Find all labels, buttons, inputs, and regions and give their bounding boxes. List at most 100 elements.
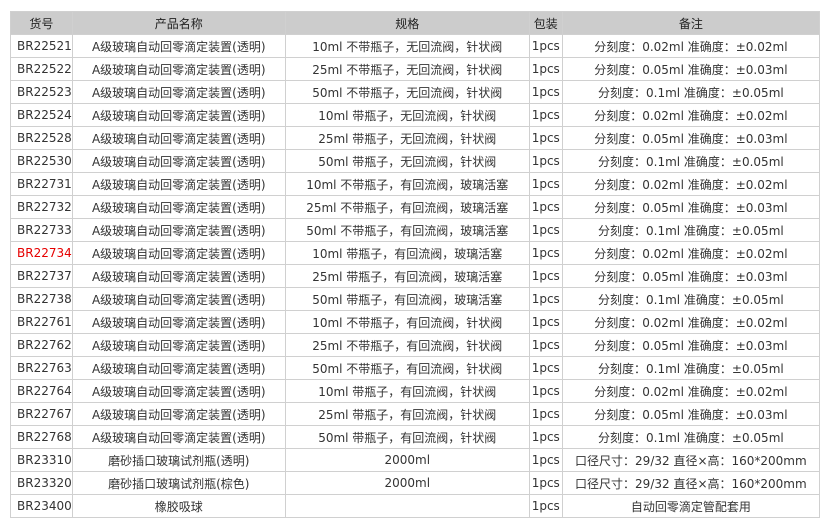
cell-spec: 10ml 带瓶子，有回流阀，针状阀 [284, 379, 530, 403]
table-row: BR22731 A级玻璃自动回零滴定装置(透明) 10ml 不带瓶子，有回流阀，玻璃… [10, 172, 821, 196]
table-row: BR22733 A级玻璃自动回零滴定装置(透明) 50ml 不带瓶子，有回流阀，玻璃… [10, 218, 821, 242]
cell-name: A级玻璃自动回零滴定装置(透明) [71, 333, 286, 357]
cell-id: BR22737 [10, 264, 73, 288]
cell-id: BR22521 [10, 34, 73, 58]
cell-note: 分刻度：0.05ml 准确度：±0.03ml [561, 195, 821, 219]
table-row: BR22737 A级玻璃自动回零滴定装置(透明) 25ml 带瓶子，有回流阀，玻璃活… [10, 264, 821, 288]
cell-spec: 25ml 不带瓶子，有回流阀，针状阀 [284, 333, 530, 357]
table-row: BR23320 磨砂插口玻璃试剂瓶(棕色) 2000ml 1pcs 口径尺寸：29/32… [10, 471, 821, 495]
cell-name: A级玻璃自动回零滴定装置(透明) [71, 149, 286, 173]
cell-spec: 10ml 带瓶子，无回流阀，针状阀 [284, 103, 530, 127]
cell-note: 分刻度：0.1ml 准确度：±0.05ml [561, 218, 821, 242]
cell-name: A级玻璃自动回零滴定装置(透明) [71, 34, 286, 58]
cell-name: A级玻璃自动回零滴定装置(透明) [71, 356, 286, 380]
cell-id: BR22731 [10, 172, 73, 196]
cell-name: A级玻璃自动回零滴定装置(透明) [71, 126, 286, 150]
table-row: BR22761 A级玻璃自动回零滴定装置(透明) 10ml 不带瓶子，有回流阀，针状… [10, 310, 821, 334]
cell-note: 分刻度：0.02ml 准确度：±0.02ml [561, 103, 821, 127]
cell-note: 口径尺寸：29/32 直径×高：160*200mm [561, 471, 821, 495]
cell-name: A级玻璃自动回零滴定装置(透明) [71, 195, 286, 219]
header-pack: 包装 [528, 11, 563, 35]
cell-note: 分刻度：0.05ml 准确度：±0.03ml [561, 126, 821, 150]
cell-id: BR22732 [10, 195, 73, 219]
table-row: BR22521 A级玻璃自动回零滴定装置(透明) 10ml 不带瓶子，无回流阀，针状… [10, 34, 821, 58]
cell-name: A级玻璃自动回零滴定装置(透明) [71, 103, 286, 127]
cell-pack: 1pcs [528, 126, 563, 150]
table-row: BR22734 A级玻璃自动回零滴定装置(透明) 10ml 带瓶子，有回流阀，玻璃活… [10, 241, 821, 265]
cell-id: BR22734 [10, 241, 73, 265]
table-row: BR22768 A级玻璃自动回零滴定装置(透明) 50ml 带瓶子，有回流阀，针状阀… [10, 425, 821, 449]
cell-id: BR22530 [10, 149, 73, 173]
cell-spec: 50ml 不带瓶子，有回流阀，针状阀 [284, 356, 530, 380]
cell-name: A级玻璃自动回零滴定装置(透明) [71, 241, 286, 265]
cell-id: BR22738 [10, 287, 73, 311]
cell-note: 分刻度：0.02ml 准确度：±0.02ml [561, 34, 821, 58]
cell-spec: 25ml 带瓶子，有回流阀，针状阀 [284, 402, 530, 426]
cell-spec: 2000ml [284, 448, 530, 472]
cell-pack: 1pcs [528, 57, 563, 81]
table-row: BR22762 A级玻璃自动回零滴定装置(透明) 25ml 不带瓶子，有回流阀，针状… [10, 333, 821, 357]
cell-note: 分刻度：0.1ml 准确度：±0.05ml [561, 356, 821, 380]
cell-name: 磨砂插口玻璃试剂瓶(透明) [71, 448, 286, 472]
cell-pack: 1pcs [528, 195, 563, 219]
cell-spec: 2000ml [284, 471, 530, 495]
cell-spec: 10ml 带瓶子，有回流阀，玻璃活塞 [284, 241, 530, 265]
cell-spec: 50ml 带瓶子，有回流阀，玻璃活塞 [284, 287, 530, 311]
table-row: BR22523 A级玻璃自动回零滴定装置(透明) 50ml 不带瓶子，无回流阀，针状… [10, 80, 821, 104]
table-row: BR23400 橡胶吸球 1pcs 自动回零滴定管配套用 [10, 494, 821, 518]
cell-id: BR22768 [10, 425, 73, 449]
cell-spec: 50ml 带瓶子，无回流阀，针状阀 [284, 149, 530, 173]
cell-id: BR22767 [10, 402, 73, 426]
cell-note: 分刻度：0.1ml 准确度：±0.05ml [561, 80, 821, 104]
cell-name: A级玻璃自动回零滴定装置(透明) [71, 379, 286, 403]
cell-pack: 1pcs [528, 448, 563, 472]
cell-pack: 1pcs [528, 310, 563, 334]
cell-name: A级玻璃自动回零滴定装置(透明) [71, 310, 286, 334]
cell-note: 分刻度：0.02ml 准确度：±0.02ml [561, 241, 821, 265]
cell-name: A级玻璃自动回零滴定装置(透明) [71, 402, 286, 426]
header-name: 产品名称 [71, 11, 286, 35]
cell-pack: 1pcs [528, 264, 563, 288]
cell-id: BR23320 [10, 471, 73, 495]
cell-pack: 1pcs [528, 494, 563, 518]
cell-name: A级玻璃自动回零滴定装置(透明) [71, 425, 286, 449]
cell-spec: 50ml 不带瓶子，有回流阀，玻璃活塞 [284, 218, 530, 242]
cell-id: BR22733 [10, 218, 73, 242]
table-row: BR22528 A级玻璃自动回零滴定装置(透明) 25ml 带瓶子，无回流阀，针状阀… [10, 126, 821, 150]
cell-pack: 1pcs [528, 149, 563, 173]
cell-note: 分刻度：0.1ml 准确度：±0.05ml [561, 149, 821, 173]
cell-name: A级玻璃自动回零滴定装置(透明) [71, 264, 286, 288]
cell-pack: 1pcs [528, 80, 563, 104]
cell-pack: 1pcs [528, 287, 563, 311]
cell-spec: 25ml 带瓶子，有回流阀，玻璃活塞 [284, 264, 530, 288]
cell-name: A级玻璃自动回零滴定装置(透明) [71, 287, 286, 311]
table-header: 货号 产品名称 规格 包装 备注 [10, 11, 821, 35]
table-row: BR22764 A级玻璃自动回零滴定装置(透明) 10ml 带瓶子，有回流阀，针状阀… [10, 379, 821, 403]
table-row: BR22522 A级玻璃自动回零滴定装置(透明) 25ml 不带瓶子，无回流阀，针状… [10, 57, 821, 81]
cell-note: 分刻度：0.02ml 准确度：±0.02ml [561, 379, 821, 403]
table-row: BR22530 A级玻璃自动回零滴定装置(透明) 50ml 带瓶子，无回流阀，针状阀… [10, 149, 821, 173]
cell-pack: 1pcs [528, 471, 563, 495]
table-row: BR22767 A级玻璃自动回零滴定装置(透明) 25ml 带瓶子，有回流阀，针状阀… [10, 402, 821, 426]
cell-name: A级玻璃自动回零滴定装置(透明) [71, 172, 286, 196]
cell-note: 分刻度：0.02ml 准确度：±0.02ml [561, 310, 821, 334]
cell-pack: 1pcs [528, 34, 563, 58]
cell-id: BR22522 [10, 57, 73, 81]
cell-name: A级玻璃自动回零滴定装置(透明) [71, 218, 286, 242]
header-spec: 规格 [284, 11, 530, 35]
cell-note: 分刻度：0.05ml 准确度：±0.03ml [561, 57, 821, 81]
cell-note: 自动回零滴定管配套用 [561, 494, 821, 518]
table-row: BR22738 A级玻璃自动回零滴定装置(透明) 50ml 带瓶子，有回流阀，玻璃活… [10, 287, 821, 311]
cell-note: 口径尺寸：29/32 直径×高：160*200mm [561, 448, 821, 472]
cell-name: A级玻璃自动回零滴定装置(透明) [71, 80, 286, 104]
cell-note: 分刻度：0.1ml 准确度：±0.05ml [561, 425, 821, 449]
product-table: 货号 产品名称 规格 包装 备注 BR22521 A级玻璃自动回零滴定装置(透明)… [10, 11, 821, 518]
cell-id: BR22764 [10, 379, 73, 403]
cell-pack: 1pcs [528, 425, 563, 449]
cell-id: BR23310 [10, 448, 73, 472]
cell-pack: 1pcs [528, 172, 563, 196]
cell-spec: 25ml 不带瓶子，无回流阀，针状阀 [284, 57, 530, 81]
cell-name: 磨砂插口玻璃试剂瓶(棕色) [71, 471, 286, 495]
cell-note: 分刻度：0.05ml 准确度：±0.03ml [561, 402, 821, 426]
cell-id: BR22761 [10, 310, 73, 334]
